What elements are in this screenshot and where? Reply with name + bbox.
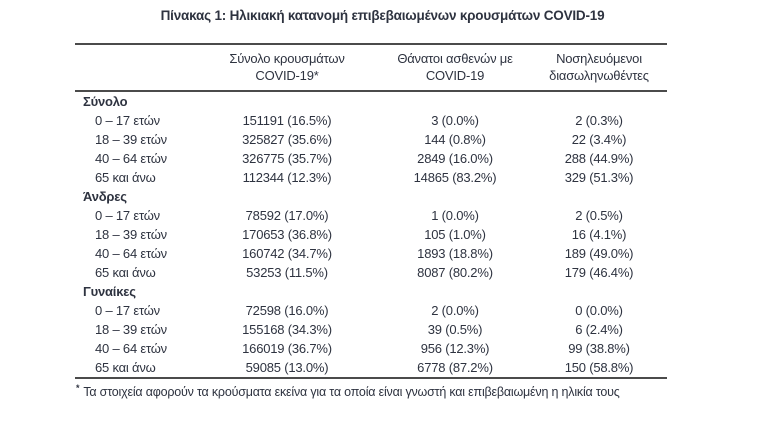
cases-cell: 59085 (13.0%) [245,360,329,375]
cases-cell: 160742 (34.7%) [242,246,332,261]
intubated-cell: 99 (38.8%) [568,341,630,356]
section-label: Σύνολο [83,94,128,109]
deaths-cell: 1893 (18.8%) [417,246,493,261]
age-label: 40 – 64 ετών [95,341,167,356]
table-row: 65 και άνω 53253 (11.5%) 8087 (80.2%) 17… [75,263,667,282]
deaths-cell: 1 (0.0%) [431,208,479,223]
table-footnote: * Τα στοιχεία αφορούν τα κρούσματα εκείνα… [75,383,667,399]
cases-cell: 151191 (16.5%) [242,113,332,128]
table-row: 40 – 64 ετών 166019 (36.7%) 956 (12.3%) … [75,339,667,358]
intubated-cell: 189 (49.0%) [564,246,634,261]
table-row: 65 και άνω 59085 (13.0%) 6778 (87.2%) 15… [75,358,667,377]
intubated-cell: 329 (51.3%) [564,170,634,185]
cases-cell: 112344 (12.3%) [242,170,332,185]
table-row: 18 – 39 ετών 155168 (34.3%) 39 (0.5%) 6 … [75,320,667,339]
age-label: 18 – 39 ετών [95,227,167,242]
deaths-cell: 14865 (83.2%) [413,170,497,185]
section-label: Γυναίκες [83,284,136,299]
deaths-cell: 8087 (80.2%) [417,265,493,280]
table-row: 0 – 17 ετών 78592 (17.0%) 1 (0.0%) 2 (0.… [75,206,667,225]
intubated-cell: 0 (0.0%) [575,303,623,318]
column-header-deaths: Θάνατοι ασθενών με COVID-19 [379,50,531,84]
age-label: 0 – 17 ετών [95,303,160,318]
age-label: 40 – 64 ετών [95,246,167,261]
table-title: Πίνακας 1: Ηλικιακή κατανομή επιβεβαιωμέ… [160,8,605,23]
column-header-deaths-line1: Θάνατοι ασθενών με [397,51,513,66]
footnote-asterisk: * [76,383,80,393]
cases-cell: 53253 (11.5%) [246,265,328,280]
column-header-intubated-line2: διασωληνωθέντες [549,68,649,83]
table-row: 0 – 17 ετών 72598 (16.0%) 2 (0.0%) 0 (0.… [75,301,667,320]
covid-age-table: Σύνολο κρουσμάτων COVID-19* Θάνατοι ασθε… [75,43,667,399]
section-label: Άνδρες [83,189,127,204]
table-row: 65 και άνω 112344 (12.3%) 14865 (83.2%) … [75,168,667,187]
cases-cell: 78592 (17.0%) [245,208,329,223]
intubated-cell: 150 (58.8%) [564,360,634,375]
intubated-cell: 288 (44.9%) [564,151,634,166]
intubated-cell: 2 (0.5%) [575,208,623,223]
deaths-cell: 3 (0.0%) [431,113,479,128]
cases-cell: 325827 (35.6%) [242,132,332,147]
deaths-cell: 39 (0.5%) [427,322,483,337]
intubated-cell: 179 (46.4%) [564,265,634,280]
deaths-cell: 2 (0.0%) [431,303,479,318]
age-label: 0 – 17 ετών [95,208,160,223]
age-label: 0 – 17 ετών [95,113,160,128]
table-row: 0 – 17 ετών 151191 (16.5%) 3 (0.0%) 2 (0… [75,111,667,130]
intubated-cell: 2 (0.3%) [575,113,623,128]
age-label: 18 – 39 ετών [95,132,167,147]
cases-cell: 155168 (34.3%) [242,322,332,337]
section-row-women: Γυναίκες [75,282,667,301]
age-label: 65 και άνω [95,170,156,185]
cases-cell: 72598 (16.0%) [245,303,329,318]
column-header-intubated-line1: Νοσηλευόμενοι [556,51,642,66]
footnote-text: Τα στοιχεία αφορούν τα κρούσματα εκείνα … [83,385,620,400]
deaths-cell: 6778 (87.2%) [417,360,493,375]
column-header-deaths-line2: COVID-19 [425,68,485,83]
age-label: 65 και άνω [95,265,156,280]
section-row-men: Άνδρες [75,187,667,206]
table-bottom-rule [75,377,667,379]
intubated-cell: 16 (4.1%) [571,227,627,242]
column-header-intubated: Νοσηλευόμενοι διασωληνωθέντες [531,50,667,84]
age-label: 18 – 39 ετών [95,322,167,337]
section-row-total: Σύνολο [75,92,667,111]
cases-cell: 170653 (36.8%) [242,227,332,242]
deaths-cell: 105 (1.0%) [424,227,486,242]
table-header-rule [75,90,667,92]
table-top-rule [75,43,667,45]
deaths-cell: 956 (12.3%) [420,341,490,356]
intubated-cell: 22 (3.4%) [571,132,627,147]
deaths-cell: 144 (0.8%) [424,132,486,147]
table-row: 18 – 39 ετών 170653 (36.8%) 105 (1.0%) 1… [75,225,667,244]
column-header-cases: Σύνολο κρουσμάτων COVID-19* [195,50,379,84]
intubated-cell: 6 (2.4%) [575,322,623,337]
age-label: 65 και άνω [95,360,156,375]
table-row: 40 – 64 ετών 326775 (35.7%) 2849 (16.0%)… [75,149,667,168]
table-row: 18 – 39 ετών 325827 (35.6%) 144 (0.8%) 2… [75,130,667,149]
age-label: 40 – 64 ετών [95,151,167,166]
column-header-cases-line2: COVID-19* [255,68,319,83]
cases-cell: 326775 (35.7%) [242,151,332,166]
cases-cell: 166019 (36.7%) [242,341,332,356]
table-row: 40 – 64 ετών 160742 (34.7%) 1893 (18.8%)… [75,244,667,263]
deaths-cell: 2849 (16.0%) [417,151,493,166]
column-header-cases-line1: Σύνολο κρουσμάτων [229,51,345,66]
table-header-row: Σύνολο κρουσμάτων COVID-19* Θάνατοι ασθε… [75,45,667,90]
